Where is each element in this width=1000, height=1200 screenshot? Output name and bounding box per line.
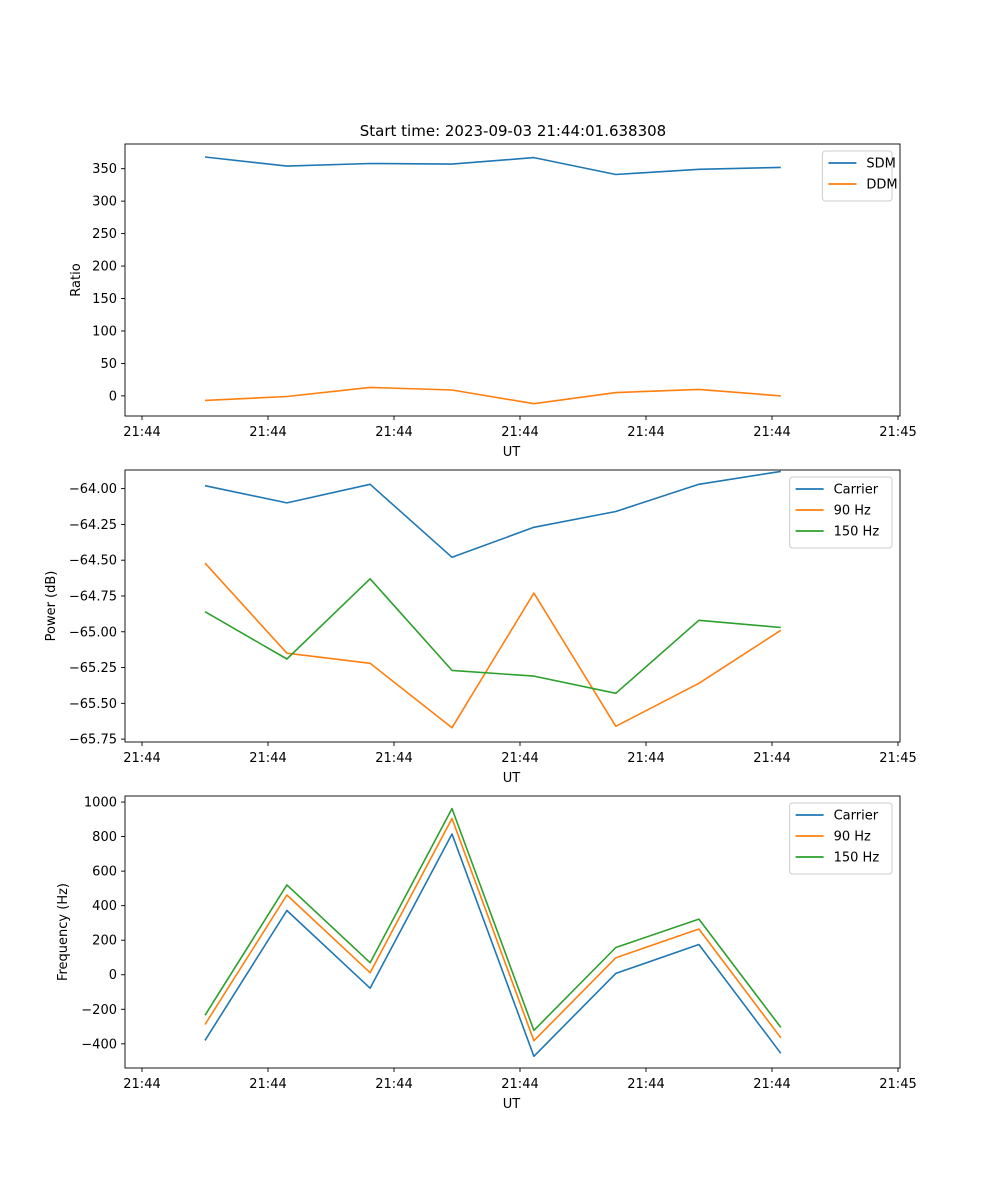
x-tick-label: 21:44 (375, 1077, 412, 1092)
legend: SDM DDM (821, 150, 898, 202)
x-tick-label: 21:44 (123, 425, 160, 440)
x-tick-label: 21:44 (501, 1077, 538, 1092)
x-tick-label: 21:44 (501, 425, 538, 440)
y-tick-label: 0 (109, 968, 117, 983)
legend-label: SDM (866, 157, 895, 172)
legend-label: 90 Hz (834, 830, 871, 845)
y-tick-label: 200 (92, 934, 117, 949)
x-tick-label: 21:44 (123, 1077, 160, 1092)
x-tick-label: 21:44 (627, 1077, 664, 1092)
series-line-sdm (204, 156, 781, 176)
y-tick-label: 200 (92, 260, 117, 275)
x-tick-label: 21:44 (627, 425, 664, 440)
y-tick-label: −64.50 (69, 554, 117, 569)
y-tick-label: 1000 (84, 796, 117, 811)
series-group (204, 470, 782, 729)
y-tick-label: −65.50 (69, 697, 117, 712)
series-line-carrier (204, 470, 781, 559)
y-tick-label: −65.25 (69, 661, 117, 676)
y-tick-label: −65.00 (69, 625, 117, 640)
legend-label: 150 Hz (834, 525, 880, 540)
legend-label: 150 Hz (834, 851, 880, 866)
y-axis-label: Ratio (69, 263, 84, 296)
x-tick-label: 21:44 (753, 751, 790, 766)
x-tick-label: 21:44 (249, 1077, 286, 1092)
x-axis-label: UT (503, 1097, 521, 1112)
series-group (204, 807, 782, 1058)
legend-label: Carrier (834, 483, 879, 498)
y-tick-label: −64.00 (69, 482, 117, 497)
y-tick-label: 800 (92, 830, 117, 845)
y-tick-label: −64.75 (69, 589, 117, 604)
x-tick-label: 21:44 (375, 751, 412, 766)
figure-title: Start time: 2023-09-03 21:44:01.638308 (360, 122, 666, 140)
series-line-150-hz (204, 577, 781, 695)
y-tick-label: −65.75 (69, 733, 117, 748)
axes-frame (124, 795, 901, 1069)
y-tick-label: −64.25 (69, 518, 117, 533)
legend-label: 90 Hz (834, 504, 871, 519)
x-tick-label: 21:44 (753, 1077, 790, 1092)
series-group (204, 156, 781, 405)
y-axis-label: Power (dB) (44, 571, 59, 642)
y-tick-label: 300 (92, 195, 117, 210)
y-tick-label: 250 (92, 227, 117, 242)
subplot-3: 21:44 21:44 21:44 21:44 21:44 21:44 21:45 −400 −… (56, 796, 917, 1112)
legend: Carrier 90 Hz 150 Hz (789, 802, 893, 875)
y-tick-label: 350 (92, 162, 117, 177)
x-axis-label: UT (503, 771, 521, 786)
y-tick-label: 100 (92, 324, 117, 339)
series-line-ddm (204, 386, 781, 405)
y-tick-label: 600 (92, 865, 117, 880)
series-line-150-hz (204, 807, 782, 1032)
y-tick-label: 150 (92, 292, 117, 307)
subplot-2: 21:44 21:44 21:44 21:44 21:44 21:44 21:45 −64.0… (44, 469, 917, 786)
legend-label: Carrier (834, 809, 879, 824)
x-tick-label: 21:44 (627, 751, 664, 766)
x-tick-label: 21:45 (879, 425, 916, 440)
y-tick-label: 50 (100, 357, 117, 372)
x-tick-label: 21:44 (753, 425, 790, 440)
y-tick-label: 400 (92, 899, 117, 914)
subplots: 21:44 21:44 21:44 21:44 21:44 21:44 21:45 0 50 10… (44, 143, 917, 1112)
y-axis-label: Frequency (Hz) (56, 883, 71, 981)
axes-frame (124, 469, 901, 743)
x-tick-label: 21:45 (879, 751, 916, 766)
x-tick-label: 21:44 (123, 751, 160, 766)
x-tick-label: 21:45 (879, 1077, 916, 1092)
y-tick-label: −400 (81, 1037, 117, 1052)
x-tick-label: 21:44 (375, 425, 412, 440)
y-tick-label: 0 (109, 389, 117, 404)
series-line-90-hz (204, 562, 782, 729)
x-tick-label: 21:44 (249, 751, 286, 766)
series-line-carrier (204, 833, 782, 1058)
x-tick-label: 21:44 (249, 425, 286, 440)
subplot-1: 21:44 21:44 21:44 21:44 21:44 21:44 21:45 0 50 10… (69, 143, 917, 460)
series-line-90-hz (204, 817, 782, 1042)
x-axis-label: UT (503, 445, 521, 460)
legend: Carrier 90 Hz 150 Hz (789, 476, 893, 549)
x-tick-label: 21:44 (501, 751, 538, 766)
axes-frame (124, 143, 901, 417)
y-tick-label: −200 (81, 1003, 117, 1018)
legend-label: DDM (866, 178, 897, 193)
